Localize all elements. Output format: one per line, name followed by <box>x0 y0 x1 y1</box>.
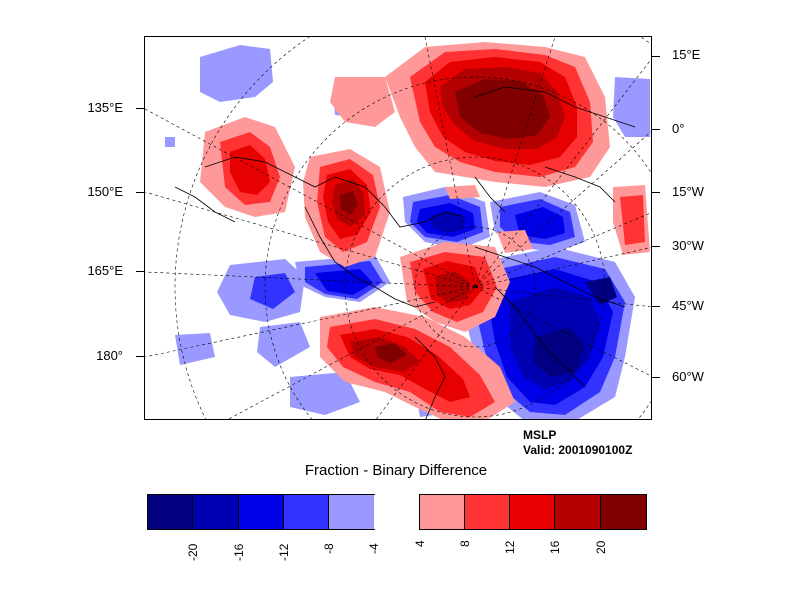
colorbar-box <box>328 494 376 530</box>
colorbar-tick-label: 4 <box>412 540 427 547</box>
colorbar-tick-label: -12 <box>276 543 291 561</box>
left-tick <box>136 356 144 357</box>
right-tick <box>652 306 660 307</box>
field-name-label: MSLP <box>523 428 557 442</box>
right-tick <box>652 129 660 130</box>
colorbar-box <box>509 494 557 530</box>
right-axis-label: 15°E <box>672 47 701 62</box>
right-axis-label: 30°W <box>672 238 704 253</box>
colorbar-tick-label: -16 <box>231 543 246 561</box>
left-tick <box>136 271 144 272</box>
colorbar-box <box>418 494 466 530</box>
map-panel <box>144 36 652 420</box>
left-axis-label: 135°E <box>87 100 123 115</box>
right-tick <box>652 377 660 378</box>
colorbar-tick-label: 8 <box>457 540 472 547</box>
colorbar <box>146 494 647 530</box>
left-axis-label: 180° <box>96 348 123 363</box>
right-tick <box>652 246 660 247</box>
left-axis-label: 150°E <box>87 184 123 199</box>
colorbar-box <box>554 494 602 530</box>
right-axis-label: 60°W <box>672 369 704 384</box>
right-tick <box>652 192 660 193</box>
colorbar-box <box>463 494 512 530</box>
right-tick <box>652 56 660 57</box>
colorbar-tick-label: -4 <box>367 543 382 554</box>
difference-field-map <box>145 37 651 419</box>
right-axis-label: 45°W <box>672 298 704 313</box>
colorbar-box <box>237 494 285 530</box>
colorbar-tick-label: -20 <box>186 543 201 561</box>
colorbar-tick-label: -8 <box>322 543 337 554</box>
valid-time-label: Valid: 2001090100Z <box>523 443 633 457</box>
left-axis-label: 165°E <box>87 263 123 278</box>
colorbar-box <box>146 494 195 530</box>
left-tick <box>136 192 144 193</box>
colorbar-box <box>374 495 420 529</box>
colorbar-box <box>282 494 331 530</box>
colorbar-tick-label: 16 <box>548 540 563 554</box>
colorbar-box <box>192 494 240 530</box>
colorbar-title: Fraction - Binary Difference <box>304 462 488 479</box>
colorbar-tick-label: 12 <box>503 540 518 554</box>
colorbar-box <box>599 494 647 530</box>
left-tick <box>136 108 144 109</box>
colorbar-tick-label: 20 <box>593 540 608 554</box>
right-axis-label: 0° <box>672 121 685 136</box>
right-axis-label: 15°W <box>672 184 704 199</box>
